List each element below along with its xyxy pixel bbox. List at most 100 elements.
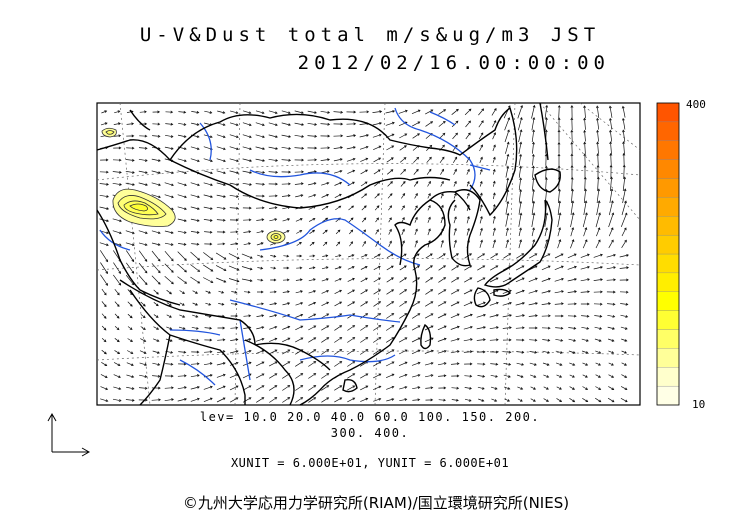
- wind-arrow: [609, 129, 613, 142]
- wind-arrow: [567, 253, 577, 259]
- wind-arrow: [450, 337, 460, 342]
- wind-arrow: [322, 217, 329, 223]
- wind-arrow: [453, 216, 457, 224]
- wind-arrow: [464, 277, 473, 283]
- wind-arrow: [490, 253, 499, 259]
- wind-arrow: [528, 326, 538, 330]
- wind-arrow: [229, 182, 239, 186]
- wind-arrow: [125, 398, 135, 402]
- wind-arrow: [518, 200, 523, 215]
- wind-arrow: [399, 313, 408, 319]
- wind-arrow: [164, 182, 174, 187]
- wind-arrow: [532, 177, 535, 191]
- wind-arrow: [255, 158, 266, 162]
- wind-arrow: [140, 301, 146, 307]
- wind-arrow: [478, 132, 484, 140]
- wind-arrow: [517, 117, 523, 131]
- wind-arrow: [295, 290, 303, 294]
- wind-arrow: [427, 216, 431, 223]
- copyright-notice: ©九州大学応用力学研究所(RIAM)/国立環境研究所(NIES): [182, 494, 570, 512]
- wind-arrow: [203, 206, 213, 210]
- wind-arrow: [191, 242, 200, 246]
- wind-arrow: [269, 325, 278, 330]
- wind-arrow: [530, 398, 536, 402]
- wind-arrow: [217, 110, 226, 114]
- wind-arrow: [257, 254, 264, 258]
- wind-arrow: [138, 262, 148, 274]
- wind-arrow: [114, 110, 121, 114]
- wind-arrow: [608, 350, 615, 354]
- wind-arrow: [373, 157, 382, 163]
- wind-arrow: [113, 134, 122, 138]
- wind-arrow: [152, 350, 160, 354]
- wind-arrow: [515, 314, 525, 318]
- wind-arrow: [412, 313, 421, 319]
- wind-arrow: [517, 386, 524, 390]
- wind-arrow: [178, 110, 187, 114]
- wind-arrow: [412, 265, 420, 271]
- wind-arrow: [570, 105, 574, 119]
- wind-arrow: [453, 239, 457, 248]
- wind-arrow: [217, 326, 226, 330]
- wind-arrow: [112, 230, 122, 235]
- wind-arrow: [282, 290, 290, 294]
- wind-arrow: [333, 169, 343, 174]
- wind-arrow: [153, 314, 159, 318]
- wind-arrow: [504, 386, 511, 390]
- colorbar-band: [656, 329, 680, 349]
- wind-arrow: [532, 141, 535, 154]
- colorbar-band: [656, 178, 680, 198]
- wind-arrow: [492, 192, 496, 200]
- wind-arrow: [425, 265, 433, 271]
- wind-arrow: [255, 206, 265, 210]
- wind-arrow: [295, 194, 304, 198]
- wind-arrow: [241, 253, 253, 259]
- wind-arrow: [450, 313, 460, 319]
- wind-arrow: [375, 229, 379, 235]
- wind-arrow: [476, 350, 486, 354]
- wind-arrow: [619, 266, 629, 270]
- wind-arrow: [268, 194, 278, 198]
- wind-arrow: [518, 129, 523, 143]
- wind-arrow: [477, 362, 486, 366]
- wind-arrow: [412, 386, 421, 390]
- wind-arrow: [583, 117, 587, 130]
- wind-arrow: [348, 205, 355, 211]
- wind-arrow: [620, 326, 628, 330]
- wind-arrow: [437, 325, 447, 331]
- wind-arrow: [335, 205, 342, 211]
- wind-arrow: [479, 144, 484, 152]
- wind-arrow: [570, 141, 574, 154]
- wind-arrow: [489, 301, 499, 306]
- wind-arrow: [608, 362, 614, 366]
- wind-arrow: [412, 398, 421, 402]
- wind-arrow: [555, 338, 564, 342]
- wind-arrow: [399, 289, 408, 295]
- wind-arrow: [479, 180, 483, 187]
- wind-arrow: [593, 290, 603, 294]
- wind-arrow: [517, 104, 524, 119]
- wind-arrow: [126, 146, 135, 150]
- wind-arrow: [268, 361, 278, 367]
- wind-arrow: [463, 313, 473, 318]
- wind-arrow: [190, 206, 200, 211]
- wind-arrow: [505, 212, 510, 227]
- wind-arrow: [322, 229, 328, 235]
- wind-arrow: [114, 338, 120, 343]
- wind-arrow: [489, 338, 499, 342]
- wind-arrow: [450, 325, 460, 330]
- wind-arrow: [114, 313, 120, 319]
- wind-arrow: [464, 265, 473, 271]
- wind-arrow: [125, 182, 135, 186]
- wind-arrow: [321, 325, 330, 331]
- wind-arrow: [309, 254, 316, 258]
- wind-arrow: [492, 168, 496, 175]
- wind-arrow: [295, 337, 304, 343]
- wind-arrow: [386, 157, 394, 163]
- wind-arrow: [204, 350, 213, 354]
- wind-arrow: [190, 276, 201, 284]
- wind-arrow: [334, 193, 342, 199]
- wind-arrow: [414, 205, 418, 211]
- wind-arrow: [438, 120, 446, 127]
- wind-arrow: [191, 122, 200, 126]
